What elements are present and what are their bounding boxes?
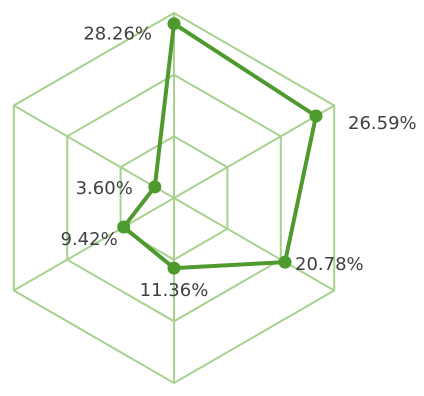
data-label-5: 9.42% — [61, 229, 118, 250]
data-label-3: 20.78% — [295, 254, 364, 275]
radar-grid — [12, 11, 336, 385]
grid-spoke-3 — [173, 197, 335, 292]
data-label-2: 26.59% — [348, 113, 417, 134]
data-point-4 — [167, 261, 181, 275]
data-point-1 — [167, 17, 181, 31]
data-label-1: 28.26% — [83, 24, 152, 45]
grid-spoke-5 — [13, 197, 175, 292]
data-point-3 — [278, 255, 292, 269]
grid-spoke-2 — [173, 104, 335, 199]
data-point-5 — [117, 220, 131, 234]
data-label-6: 3.60% — [76, 178, 133, 199]
series-line — [121, 21, 318, 271]
data-point-2 — [309, 109, 323, 123]
radar-series — [117, 17, 323, 275]
grid-spoke-6 — [13, 104, 175, 199]
data-labels: 28.26% 26.59% 20.78% 11.36% 9.42% 3.60% — [61, 24, 417, 301]
data-label-4: 11.36% — [140, 280, 209, 301]
data-point-6 — [148, 180, 162, 194]
